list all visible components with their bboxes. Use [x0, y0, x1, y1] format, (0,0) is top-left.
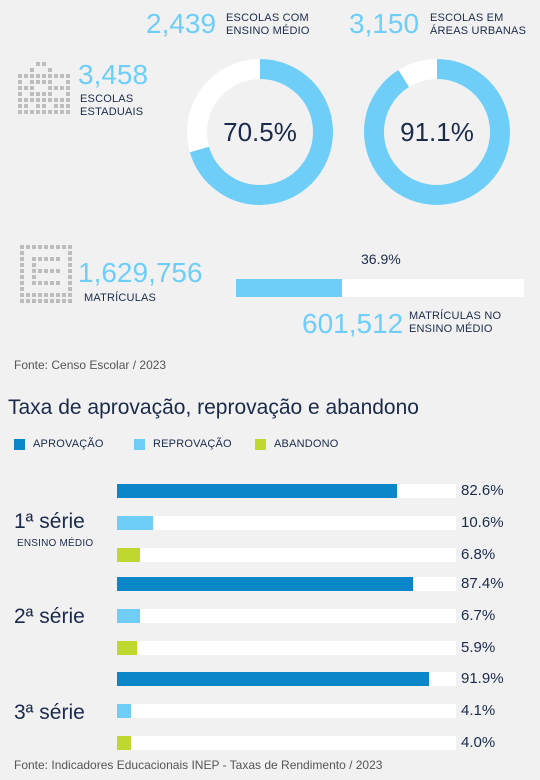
bar-track — [117, 609, 456, 623]
bar-aprovacao-3 — [117, 672, 429, 686]
legend-label: ABANDONO — [274, 438, 339, 450]
legend-abandono: ABANDONO — [255, 438, 339, 450]
bar-reprovacao-3 — [117, 704, 131, 718]
areas-urbanas-label: ESCOLAS EM ÁREAS URBANAS — [430, 12, 527, 37]
legend-swatch-reprovacao — [134, 438, 145, 450]
legend-aprovacao: APROVAÇÃO — [14, 438, 104, 450]
value-label-reprovacao-3: 4.1% — [461, 702, 496, 719]
row-label-1: 1ª série — [14, 510, 85, 533]
areas-urbanas-donut-arc — [364, 59, 510, 205]
bar-abandono-2 — [117, 641, 137, 655]
value-label-abandono-1: 6.8% — [461, 546, 496, 563]
ensino-medio-donut: 70.5% — [185, 57, 335, 207]
legend-swatch-aprovacao — [14, 438, 25, 450]
legend-reprovacao: REPROVAÇÃO — [134, 438, 232, 450]
matriculas-em-bar-fill — [236, 279, 343, 297]
escolas-estaduais-value: 3,458 — [78, 59, 149, 90]
bar-abandono-1 — [117, 548, 141, 562]
value-label-aprovacao-2: 87.4% — [461, 575, 504, 592]
bar-track — [117, 641, 456, 655]
escolas-estaduais-label: ESCOLAS ESTADUAIS — [80, 93, 144, 118]
bar-track — [117, 516, 456, 530]
value-label-abandono-3: 4.0% — [461, 734, 496, 751]
row-label-2: 2ª série — [14, 605, 85, 628]
matriculas-label: MATRÍCULAS — [84, 292, 157, 304]
matriculas-em-value: 601,512 — [302, 308, 404, 339]
legend-label: REPROVAÇÃO — [153, 438, 232, 450]
ensino-medio-label: ESCOLAS COM ENSINO MÉDIO — [226, 12, 310, 37]
ensino-medio-percent: 70.5% — [223, 116, 297, 147]
legend-swatch-abandono — [255, 438, 266, 450]
value-label-abandono-2: 5.9% — [461, 639, 496, 656]
school-building-icon — [18, 62, 70, 114]
bar-aprovacao-1 — [117, 484, 397, 498]
bar-track — [117, 704, 456, 718]
bar-track — [117, 672, 456, 686]
matriculas-value: 1,629,756 — [78, 257, 203, 288]
bar-aprovacao-2 — [117, 577, 414, 591]
bar-track — [117, 484, 456, 498]
value-label-aprovacao-3: 91.9% — [461, 670, 504, 687]
section-title: Taxa de aprovação, reprovação e abandono — [8, 396, 419, 419]
source-inep: Fonte: Indicadores Educacionais INEP - T… — [14, 758, 383, 772]
value-label-reprovacao-2: 6.7% — [461, 607, 496, 624]
matriculas-em-percent: 36.9% — [361, 251, 401, 267]
bar-abandono-3 — [117, 736, 131, 750]
source-censo: Fonte: Censo Escolar / 2023 — [14, 358, 167, 372]
areas-urbanas-donut: 91.1% — [362, 57, 512, 207]
value-label-aprovacao-1: 82.6% — [461, 482, 504, 499]
enrollment-letter-icon — [20, 245, 72, 303]
value-label-reprovacao-1: 10.6% — [461, 514, 504, 531]
areas-urbanas-value: 3,150 — [349, 8, 420, 39]
ensino-medio-donut-arc — [187, 59, 333, 205]
areas-urbanas-percent: 91.1% — [400, 116, 474, 147]
legend-label: APROVAÇÃO — [33, 438, 104, 450]
bar-track — [117, 736, 456, 750]
row-label-3: 3ª série — [14, 701, 85, 724]
matriculas-em-label: MATRÍCULAS NO ENSINO MÉDIO — [409, 310, 502, 335]
matriculas-em-bar-track — [236, 279, 524, 297]
bar-track — [117, 548, 456, 562]
bar-reprovacao-1 — [117, 516, 153, 530]
ensino-medio-value: 2,439 — [146, 8, 217, 39]
bar-reprovacao-2 — [117, 609, 140, 623]
row-sublabel-1: ENSINO MÉDIO — [17, 538, 94, 549]
bar-track — [117, 577, 456, 591]
